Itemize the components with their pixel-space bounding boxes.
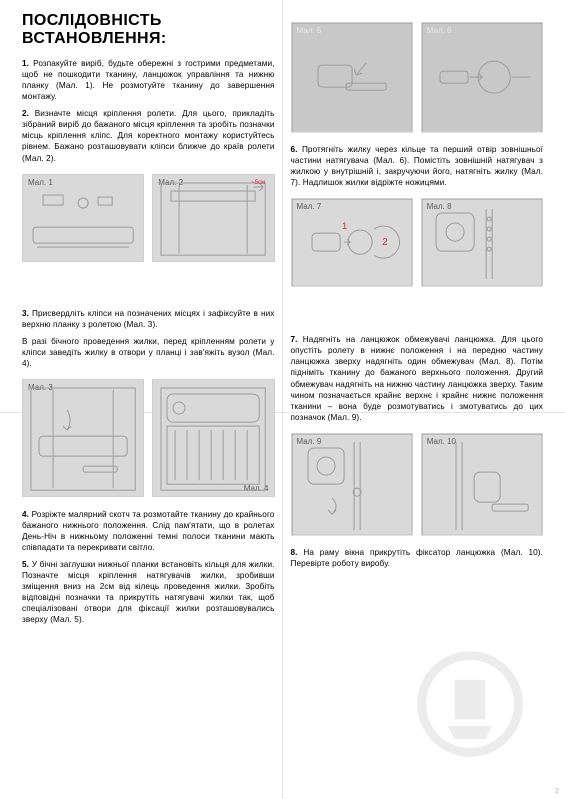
figure-row-9-10: Мал. 9 Мал. 10 (291, 433, 544, 535)
figure-1: Мал. 1 (22, 174, 144, 262)
step-3: 3. Присвердліть кліпси на позначених міс… (22, 308, 275, 330)
figure-7: Мал. 7 2 1 (291, 198, 413, 286)
step-5: 5. У бічні заглушки нижньої планки встан… (22, 559, 275, 625)
figure-2: Мал. 2 ~5см (152, 174, 274, 262)
figure-10: Мал. 10 (421, 433, 543, 535)
left-column: ПОСЛІДОВНІСТЬ ВСТАНОВЛЕННЯ: 1. Розпакуйт… (14, 12, 283, 785)
figure-row-5-6: Мал. 5 Мал. 6 (291, 22, 544, 132)
step-4: 4. Розріжте малярний скотч та розмотайте… (22, 509, 275, 553)
figure-6: Мал. 6 (421, 22, 543, 132)
step-3b: В разі бічного проведення жилки, перед к… (22, 336, 275, 369)
svg-text:2: 2 (382, 237, 388, 248)
vertical-divider (282, 0, 283, 799)
figure-4: Мал. 4 (152, 379, 274, 497)
figure-8: Мал. 8 (421, 198, 543, 286)
step-2: 2. Визначте місця кріплення ролети. Для … (22, 108, 275, 163)
figure-row-7-8: Мал. 7 2 1 Мал. 8 (291, 198, 544, 286)
figure-row-1-2: Мал. 1 Мал. 2 ~5см (22, 174, 275, 262)
figure-5: Мал. 5 (291, 22, 413, 132)
step-8: 8. На раму вікна прикрутіть фіксатор лан… (291, 547, 544, 569)
svg-text:~5см: ~5см (251, 180, 265, 186)
figure-row-3-4: Мал. 3 Мал. 4 (22, 379, 275, 497)
svg-text:1: 1 (342, 221, 347, 231)
step-1: 1. Розпакуйте виріб, будьте обережні з г… (22, 58, 275, 102)
step-6: 6. Протягніть жилку через кільце та перш… (291, 144, 544, 188)
figure-9: Мал. 9 (291, 433, 413, 535)
main-title: ПОСЛІДОВНІСТЬ ВСТАНОВЛЕННЯ: (22, 12, 275, 48)
figure-3: Мал. 3 (22, 379, 144, 497)
watermark-logo (415, 649, 525, 759)
page-number: 2 (555, 788, 559, 795)
step-7: 7. Надягніть на ланцюжок обмежувачі ланц… (291, 334, 544, 423)
